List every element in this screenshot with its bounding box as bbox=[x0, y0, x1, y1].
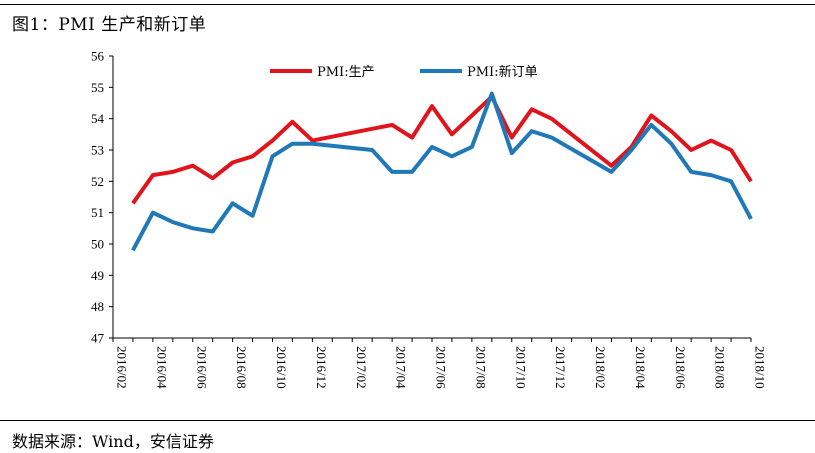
x-tick-label: 2016/06 bbox=[194, 346, 209, 389]
y-tick-label: 56 bbox=[91, 49, 105, 64]
series-line-production bbox=[131, 94, 753, 205]
y-tick-label: 52 bbox=[91, 174, 104, 189]
x-tick-label: 2018/02 bbox=[593, 346, 608, 389]
y-tick-label: 51 bbox=[91, 205, 104, 220]
source-note: 数据来源：Wind，安信证券 bbox=[12, 432, 214, 451]
x-tick-label: 2018/04 bbox=[633, 346, 648, 389]
top-rule bbox=[0, 4, 815, 5]
x-tick-label: 2016/10 bbox=[274, 346, 289, 389]
figure-title: 图1：PMI 生产和新订单 bbox=[12, 15, 207, 35]
y-tick-label: 48 bbox=[91, 299, 104, 314]
y-tick-label: 49 bbox=[91, 268, 104, 283]
x-tick-label: 2017/02 bbox=[354, 346, 369, 389]
y-tick-label: 50 bbox=[91, 237, 104, 252]
x-tick-label: 2018/06 bbox=[673, 346, 688, 389]
legend: PMI:生产 PMI:新订单 bbox=[270, 64, 538, 80]
x-tick-label: 2018/08 bbox=[713, 346, 728, 389]
x-tick-label: 2016/04 bbox=[154, 346, 169, 389]
axes: 47 48 49 50 51 52 53 54 55 56 2016/02 2016/04 2016/0… bbox=[91, 49, 768, 390]
x-tick-label: 2017/08 bbox=[473, 346, 488, 389]
x-tick-label: 2016/02 bbox=[115, 346, 130, 389]
y-tick-label: 55 bbox=[91, 80, 104, 95]
y-tick-label: 54 bbox=[91, 111, 105, 126]
y-tick-label: 47 bbox=[91, 331, 105, 346]
x-tick-label: 2017/06 bbox=[434, 346, 449, 389]
series-layer bbox=[131, 91, 753, 252]
legend-label-production: PMI:生产 bbox=[317, 65, 375, 80]
x-tick-label: 2017/04 bbox=[394, 346, 409, 389]
x-tick-label: 2016/08 bbox=[234, 346, 249, 389]
legend-label-new-orders: PMI:新订单 bbox=[467, 64, 538, 80]
series-line-new-orders bbox=[131, 91, 753, 252]
x-tick-label: 2017/12 bbox=[553, 346, 568, 389]
y-tick-label: 53 bbox=[91, 143, 104, 158]
x-tick-label: 2018/10 bbox=[753, 346, 768, 389]
x-tick-label: 2016/12 bbox=[314, 346, 329, 389]
bottom-rule bbox=[0, 420, 815, 421]
x-tick-label: 2017/10 bbox=[513, 346, 528, 389]
